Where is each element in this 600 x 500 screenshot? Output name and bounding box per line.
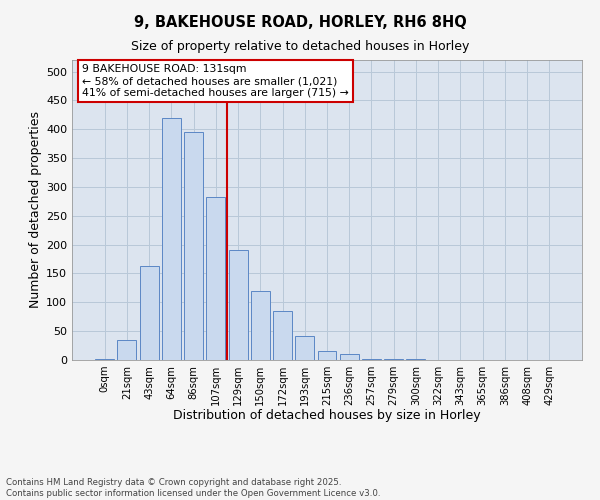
- Bar: [251, 291, 270, 360]
- Bar: [273, 311, 292, 360]
- Bar: [362, 359, 381, 360]
- Bar: [317, 351, 337, 360]
- Bar: [229, 250, 248, 360]
- Bar: [340, 354, 359, 360]
- Text: 9, BAKEHOUSE ROAD, HORLEY, RH6 8HQ: 9, BAKEHOUSE ROAD, HORLEY, RH6 8HQ: [134, 15, 466, 30]
- Text: Contains HM Land Registry data © Crown copyright and database right 2025.
Contai: Contains HM Land Registry data © Crown c…: [6, 478, 380, 498]
- Text: Size of property relative to detached houses in Horley: Size of property relative to detached ho…: [131, 40, 469, 53]
- Bar: [95, 359, 114, 360]
- Bar: [206, 196, 225, 360]
- Text: 9 BAKEHOUSE ROAD: 131sqm
← 58% of detached houses are smaller (1,021)
41% of sem: 9 BAKEHOUSE ROAD: 131sqm ← 58% of detach…: [82, 64, 349, 98]
- Bar: [295, 336, 314, 360]
- Y-axis label: Number of detached properties: Number of detached properties: [29, 112, 42, 308]
- X-axis label: Distribution of detached houses by size in Horley: Distribution of detached houses by size …: [173, 410, 481, 422]
- Bar: [162, 118, 181, 360]
- Bar: [118, 340, 136, 360]
- Bar: [140, 266, 158, 360]
- Bar: [184, 132, 203, 360]
